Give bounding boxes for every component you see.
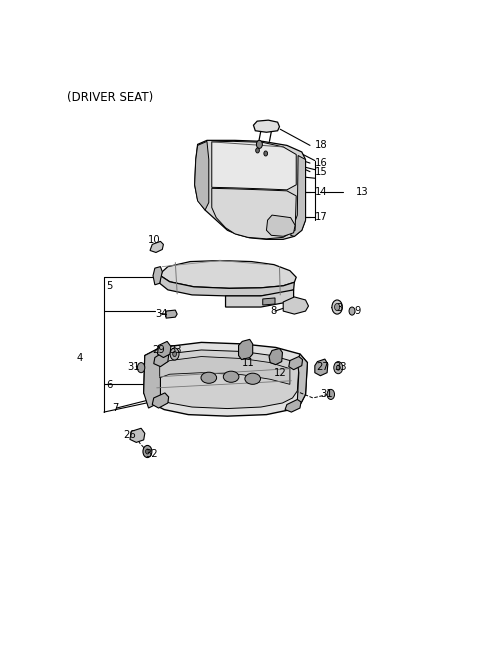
Circle shape <box>336 365 340 370</box>
Polygon shape <box>157 341 171 358</box>
Circle shape <box>349 307 355 315</box>
Text: 3: 3 <box>336 302 342 312</box>
Polygon shape <box>195 141 209 210</box>
Circle shape <box>256 140 263 148</box>
Polygon shape <box>160 260 296 289</box>
Text: 4: 4 <box>77 352 83 363</box>
Polygon shape <box>195 140 305 239</box>
Circle shape <box>327 390 335 400</box>
Polygon shape <box>297 354 307 403</box>
Polygon shape <box>160 357 290 384</box>
Polygon shape <box>226 290 294 307</box>
Circle shape <box>335 304 340 310</box>
Circle shape <box>264 151 267 156</box>
Circle shape <box>143 445 152 458</box>
Polygon shape <box>315 359 328 376</box>
Polygon shape <box>166 310 177 318</box>
Text: 31: 31 <box>321 390 333 400</box>
Text: 27: 27 <box>317 361 329 372</box>
Polygon shape <box>289 357 302 370</box>
Text: 17: 17 <box>315 212 327 222</box>
Polygon shape <box>144 348 160 408</box>
Text: 29: 29 <box>152 346 165 356</box>
Polygon shape <box>152 393 168 408</box>
Polygon shape <box>269 348 282 365</box>
Circle shape <box>145 449 149 454</box>
Polygon shape <box>212 141 296 190</box>
Circle shape <box>332 300 342 314</box>
Polygon shape <box>285 400 301 412</box>
Text: 26: 26 <box>123 430 136 440</box>
Ellipse shape <box>223 371 239 382</box>
Text: 8: 8 <box>270 306 276 316</box>
Polygon shape <box>160 276 294 296</box>
Text: 32: 32 <box>145 449 158 459</box>
Polygon shape <box>154 352 168 367</box>
Text: 12: 12 <box>274 368 287 378</box>
Polygon shape <box>212 188 296 239</box>
Text: 33: 33 <box>335 361 347 372</box>
Circle shape <box>173 352 177 357</box>
Text: 31: 31 <box>128 361 140 372</box>
Text: 13: 13 <box>356 187 368 197</box>
Text: 15: 15 <box>315 167 327 176</box>
Polygon shape <box>283 297 309 314</box>
Text: 34: 34 <box>155 308 168 319</box>
Polygon shape <box>239 339 252 359</box>
Text: 11: 11 <box>242 358 255 368</box>
Text: 10: 10 <box>147 236 160 245</box>
Text: 9: 9 <box>354 306 360 316</box>
Polygon shape <box>151 350 299 409</box>
Polygon shape <box>263 298 275 305</box>
Circle shape <box>334 361 343 374</box>
Circle shape <box>256 148 259 153</box>
Text: 5: 5 <box>107 281 113 291</box>
Circle shape <box>137 363 145 373</box>
Polygon shape <box>153 266 162 285</box>
Polygon shape <box>253 120 279 133</box>
Polygon shape <box>144 342 307 416</box>
Polygon shape <box>290 155 305 236</box>
Polygon shape <box>266 215 295 236</box>
Ellipse shape <box>201 372 216 383</box>
Text: 7: 7 <box>112 403 119 413</box>
Text: 16: 16 <box>315 158 327 168</box>
Polygon shape <box>150 241 163 253</box>
Circle shape <box>170 348 179 360</box>
Text: 33: 33 <box>170 346 182 356</box>
Text: 18: 18 <box>315 140 327 150</box>
Text: (DRIVER SEAT): (DRIVER SEAT) <box>67 91 154 104</box>
Text: 14: 14 <box>315 187 327 197</box>
Ellipse shape <box>245 373 261 384</box>
Polygon shape <box>130 428 145 442</box>
Text: 6: 6 <box>107 380 113 390</box>
